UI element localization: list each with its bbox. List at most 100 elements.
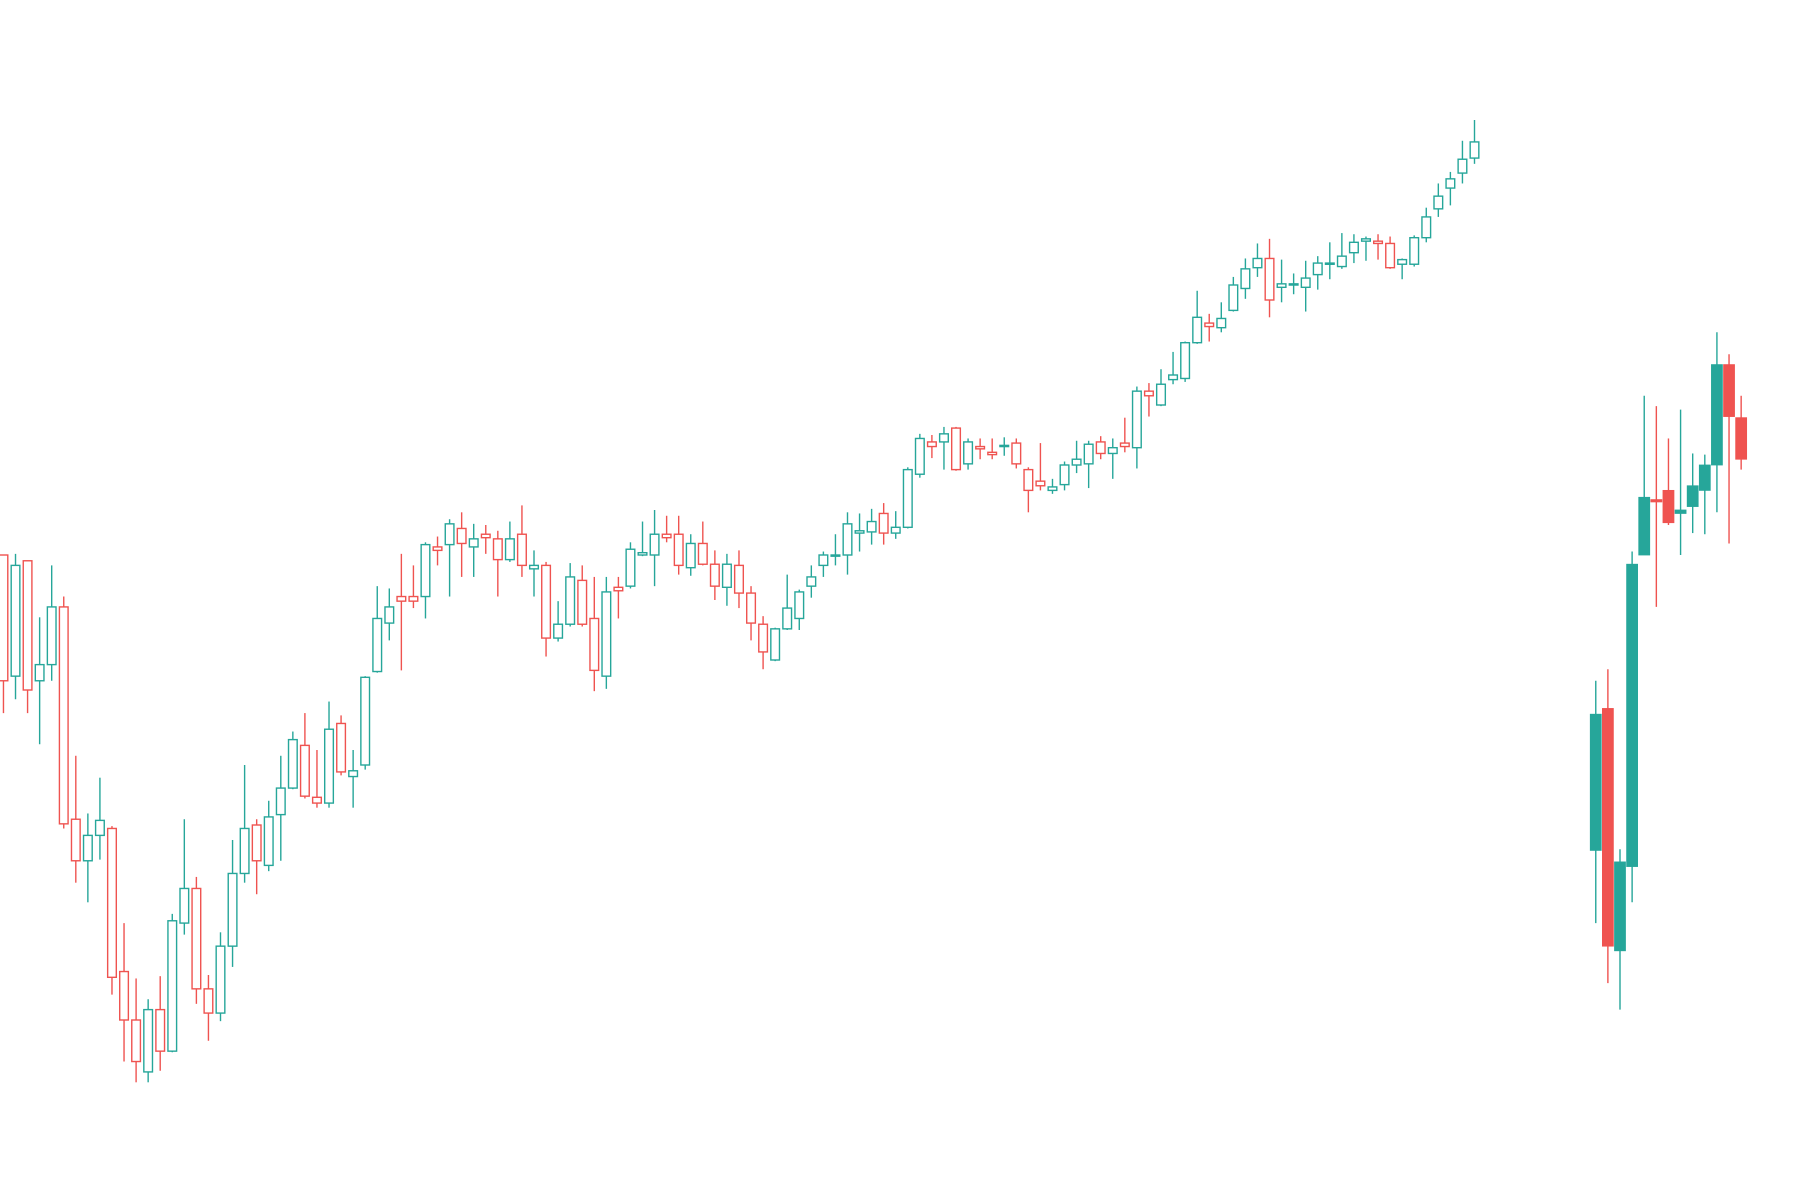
candle-body [1348,241,1359,254]
candle-body [1674,509,1687,514]
candle-body [94,819,105,837]
candle-body [1252,257,1263,269]
candle-body [565,576,576,625]
candle-body [1735,417,1748,460]
candle-body [697,542,708,565]
candle-body [1469,141,1480,159]
candle-body [1373,240,1384,245]
candle-body [601,591,612,677]
candle-body [685,542,696,569]
candle-body [480,533,491,539]
candle-body [299,744,310,797]
candle-body [492,538,503,561]
candle-body [975,445,986,450]
candle-body [1602,708,1614,947]
candle-body [1336,255,1347,268]
candle-body [721,563,732,589]
candle-body [203,988,214,1014]
candle-body [770,628,781,661]
candle-body [360,676,371,766]
candle-body [10,564,21,677]
candle-body [396,595,407,602]
candle-body [58,606,69,825]
candle-body [625,548,636,587]
candle-body [1095,441,1106,455]
candle-body [34,663,45,682]
candle-body [1011,442,1022,465]
candle-body [637,551,648,556]
candle-body [541,564,552,639]
candle-body [1626,563,1638,867]
candle-body [553,623,564,639]
candle-body [1107,446,1118,455]
candle-body [1119,442,1130,448]
candle-body [1047,486,1058,492]
candle-body [782,607,793,630]
candle-body [1071,458,1082,466]
candle-body [794,591,805,620]
candle-body [1035,480,1046,487]
candle-body [938,433,949,443]
candle-body [1204,322,1215,328]
candle-body [1300,277,1311,289]
candle-body [1023,468,1034,492]
candle-body [336,722,347,773]
candle-body [1698,464,1711,491]
candle-body [384,606,395,624]
candle-body [456,527,467,545]
candle-body [649,533,660,556]
candle-body [758,623,769,653]
candle-body [106,827,118,979]
candle-body [1409,236,1420,265]
candle-body [444,523,455,546]
candle-body [1083,443,1094,465]
candle-body [191,887,202,990]
candle-body [963,441,974,465]
candle-body [1589,713,1602,851]
candle-body [1155,383,1167,406]
candle-body [746,592,757,624]
candle-body [119,970,130,1021]
candle-body [661,533,672,539]
candle-body [1662,489,1675,524]
candle-body [1168,374,1179,381]
candle-body [818,554,829,567]
candle-body [1385,242,1396,269]
candle-body [806,576,817,587]
candle-body [1131,390,1142,449]
candle-body [878,512,889,534]
candle-body [348,770,359,778]
candle-body [1686,485,1699,507]
candle-body [432,546,443,552]
candle-body [1228,284,1239,312]
candle-body [1264,257,1275,301]
candle-body [516,533,527,567]
candle-body [1360,238,1372,242]
candle-body [1397,258,1408,265]
candle-body [227,872,238,947]
candle-body [323,728,335,804]
candle-body [830,554,841,557]
candle-body [131,1019,142,1063]
candle-body [143,1008,154,1073]
candle-body [1143,390,1154,397]
candle-body [528,564,540,570]
candle-body [1723,364,1735,417]
candle-body [842,523,853,556]
candle-body [1192,316,1203,344]
candle-body [1421,216,1432,239]
candle-body [709,563,720,587]
candle-body [589,617,600,672]
candle-body [167,920,178,1052]
candle-body [1059,464,1070,486]
candle-body [577,579,588,625]
candle-body [987,451,998,456]
candle-body [22,560,33,691]
candle-body [733,564,745,594]
candle-body [0,554,9,682]
candle-body [866,520,877,533]
candle-body [239,827,250,875]
candle-body [504,538,515,561]
candle-body [673,533,684,567]
